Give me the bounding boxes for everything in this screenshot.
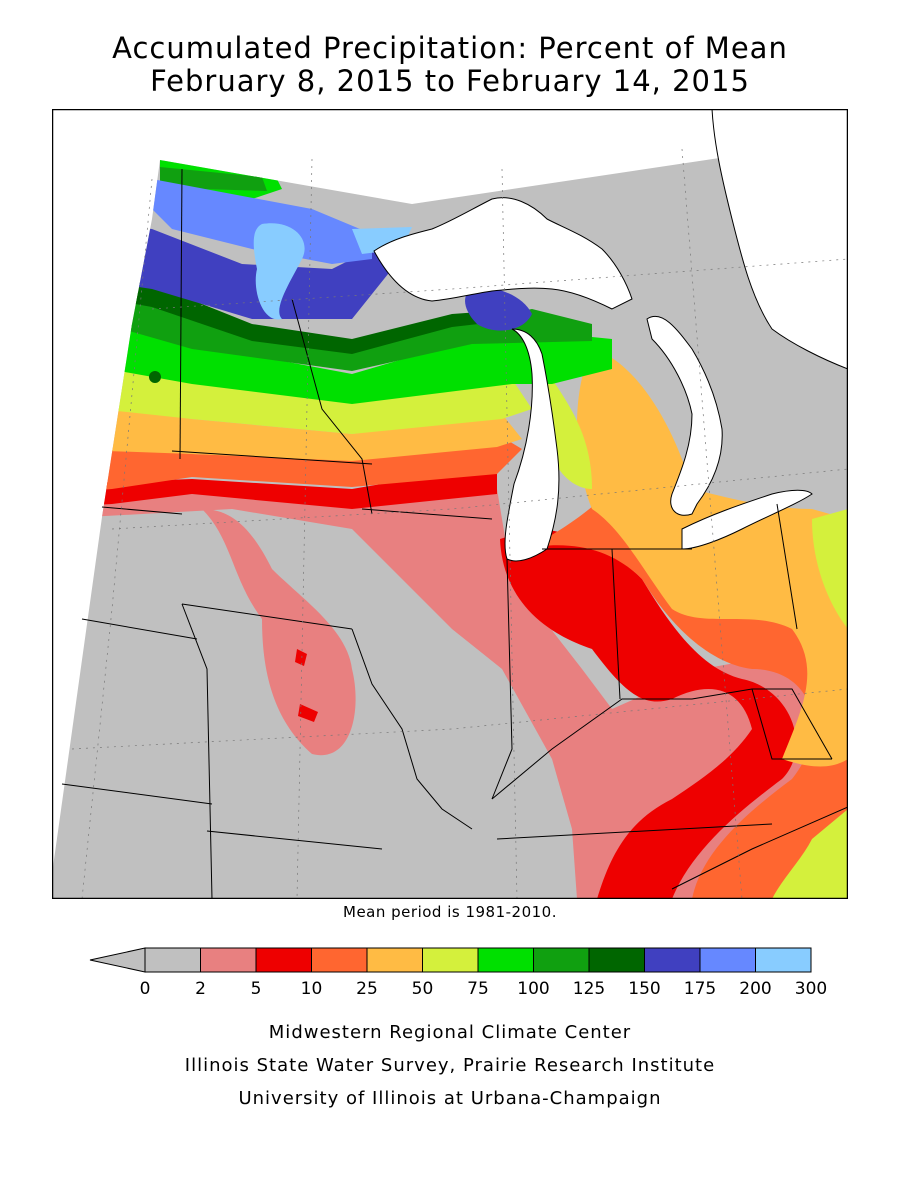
region-50-75 [812,509,847,629]
legend-box [477,947,534,973]
border-ar-mo [206,830,383,850]
legend-tick-label: 150 [628,979,660,999]
region-75-100 [52,299,612,404]
credit-line-2: Illinois State Water Survey, Prairie Res… [184,1055,716,1076]
border-ks-ne [81,618,198,640]
lake-superior [373,197,633,310]
border-mo-west [181,603,213,899]
legend-box [366,947,423,973]
border-ks-ok [61,783,213,805]
region-2-5 [202,509,356,756]
legend-tick-labels: 0 2 5 10 25 50 75 100 125 150 175 200 300 [140,979,828,999]
legend-under-arrow [89,947,146,973]
legend-box [422,947,479,973]
legend-tick-label: 25 [356,979,378,999]
region-5-10 [500,529,797,899]
legend-box [533,947,590,973]
legend-tick-label: 50 [412,979,434,999]
border-ky-tn [496,823,773,840]
border-tn-nc [671,806,848,890]
legend-tick-label: 75 [467,979,489,999]
lake-erie [681,489,813,550]
graticule [71,148,848,899]
legend-tick-label: 10 [301,979,323,999]
great-lakes [373,109,848,562]
border-ia-mn [171,450,373,465]
region-5-10 [298,704,318,722]
region-150-175 [465,287,532,331]
region-50-75 [772,809,847,899]
region-5-10 [52,464,497,509]
legend-box [644,947,701,973]
legend-box [200,947,257,973]
lake-ontario [711,109,848,370]
border-ne-sd [101,506,183,515]
legend-box [699,947,756,973]
region-25-50 [577,349,847,767]
border-ia-mo [181,603,353,630]
legend-box [755,947,812,973]
legend-tick-label: 2 [195,979,206,999]
border-wv [751,688,832,760]
border-oh-ky [491,688,833,800]
region-25-50 [52,399,522,461]
legend-tick-label: 5 [251,979,262,999]
precipitation-map [52,109,848,899]
border-mn-wi [291,298,373,515]
region-5-10 [295,649,307,666]
legend-tick-label: 125 [573,979,605,999]
border-mn-nd [179,168,183,460]
region-10-25 [52,434,522,494]
lake-michigan [504,328,560,562]
lake-huron [646,315,723,516]
legend-box [588,947,645,973]
region-125-150 [52,269,522,354]
border-il-ia [351,628,473,830]
color-legend: 0 2 5 10 25 50 75 100 125 150 175 200 300 [89,947,828,999]
region-175-200 [152,179,372,264]
map-frame [52,109,848,899]
legend-tick-label: 200 [739,979,771,999]
map-date-range: February 8, 2015 to February 14, 2015 [150,64,750,98]
region-200-300 [253,223,305,320]
state-borders [61,168,848,899]
region-100-125 [160,167,267,191]
map-title: Accumulated Precipitation: Percent of Me… [112,31,788,65]
region-2-5 [52,489,847,899]
legend-tick-label: 175 [684,979,716,999]
legend-box [144,947,201,973]
credit-line-3: University of Illinois at Urbana-Champai… [238,1088,662,1109]
legend-tick-label: 100 [517,979,549,999]
legend-box [311,947,368,973]
legend-tick-label: 300 [795,979,827,999]
mean-period-note: Mean period is 1981-2010. [343,903,557,921]
border-wi-il [361,508,493,520]
border-il-in [491,558,513,800]
legend-color-boxes [144,947,812,973]
region-125-150 [149,371,161,383]
legend-tick-label: 0 [140,979,151,999]
border-in-oh [611,548,621,700]
credit-line-1: Midwestern Regional Climate Center [268,1022,632,1043]
legend-box [255,947,312,973]
border-pa-oh [776,503,798,630]
